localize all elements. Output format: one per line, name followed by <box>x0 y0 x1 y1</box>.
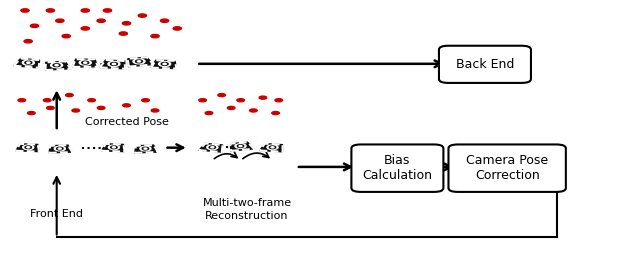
Circle shape <box>28 112 35 114</box>
Circle shape <box>65 94 73 97</box>
Circle shape <box>27 62 30 63</box>
Polygon shape <box>151 60 177 69</box>
Polygon shape <box>230 142 254 151</box>
Polygon shape <box>199 144 223 152</box>
Circle shape <box>159 62 171 66</box>
Circle shape <box>25 61 32 64</box>
Circle shape <box>237 99 244 102</box>
Circle shape <box>82 61 89 64</box>
Circle shape <box>207 145 218 150</box>
Polygon shape <box>134 145 158 153</box>
Circle shape <box>119 32 127 35</box>
Circle shape <box>239 145 242 147</box>
Circle shape <box>56 19 64 22</box>
Circle shape <box>56 147 63 150</box>
Polygon shape <box>100 60 125 69</box>
Circle shape <box>44 99 51 102</box>
Circle shape <box>88 99 95 102</box>
Polygon shape <box>49 145 72 153</box>
Circle shape <box>250 109 257 112</box>
Circle shape <box>138 61 141 62</box>
Circle shape <box>140 146 151 151</box>
Circle shape <box>259 96 267 99</box>
Circle shape <box>51 63 63 68</box>
Circle shape <box>81 27 90 30</box>
Polygon shape <box>16 144 39 152</box>
Circle shape <box>18 99 26 102</box>
Circle shape <box>136 60 143 63</box>
Circle shape <box>84 62 87 63</box>
Polygon shape <box>45 61 70 70</box>
Circle shape <box>55 65 58 66</box>
Circle shape <box>24 40 32 43</box>
Circle shape <box>142 147 148 150</box>
Circle shape <box>103 9 111 12</box>
Polygon shape <box>128 57 154 67</box>
Circle shape <box>173 27 181 30</box>
Circle shape <box>113 63 116 65</box>
Circle shape <box>271 147 274 148</box>
Circle shape <box>25 146 31 149</box>
Circle shape <box>161 19 169 22</box>
Circle shape <box>79 60 92 65</box>
Circle shape <box>111 63 117 65</box>
Circle shape <box>97 19 105 22</box>
Text: Front End: Front End <box>30 209 83 219</box>
Polygon shape <box>14 58 40 68</box>
Circle shape <box>211 147 214 148</box>
FancyBboxPatch shape <box>351 144 444 192</box>
Circle shape <box>58 148 61 149</box>
Circle shape <box>151 34 159 38</box>
Circle shape <box>27 147 29 148</box>
Circle shape <box>199 99 207 102</box>
Circle shape <box>218 94 225 97</box>
Polygon shape <box>101 144 125 152</box>
Circle shape <box>111 146 117 149</box>
Circle shape <box>123 104 131 107</box>
Circle shape <box>122 22 131 25</box>
Circle shape <box>138 14 147 17</box>
Circle shape <box>205 112 212 114</box>
Circle shape <box>141 99 149 102</box>
Circle shape <box>113 147 115 148</box>
Circle shape <box>275 99 283 102</box>
Circle shape <box>235 144 246 148</box>
Circle shape <box>227 106 235 110</box>
Circle shape <box>237 145 244 147</box>
Circle shape <box>53 64 60 67</box>
Circle shape <box>62 34 70 38</box>
Circle shape <box>97 106 105 110</box>
Circle shape <box>269 146 276 149</box>
Text: Corrected Pose: Corrected Pose <box>84 117 168 127</box>
FancyBboxPatch shape <box>449 144 566 192</box>
Circle shape <box>272 112 280 114</box>
Polygon shape <box>260 144 283 152</box>
Text: Multi-two-frame
Reconstruction: Multi-two-frame Reconstruction <box>202 198 292 221</box>
Circle shape <box>81 9 90 12</box>
Circle shape <box>72 109 79 112</box>
Circle shape <box>209 146 216 149</box>
Circle shape <box>144 148 147 149</box>
FancyBboxPatch shape <box>439 46 531 83</box>
Circle shape <box>161 63 168 65</box>
Circle shape <box>30 24 38 28</box>
Circle shape <box>54 146 65 151</box>
Circle shape <box>108 145 120 150</box>
Text: Bias
Calculation: Bias Calculation <box>362 154 433 182</box>
Circle shape <box>22 145 34 150</box>
Text: Back End: Back End <box>456 58 514 71</box>
Circle shape <box>163 63 166 64</box>
Circle shape <box>21 9 29 12</box>
Circle shape <box>151 109 159 112</box>
Circle shape <box>267 145 278 150</box>
Polygon shape <box>72 59 98 67</box>
Text: Camera Pose
Correction: Camera Pose Correction <box>466 154 548 182</box>
Circle shape <box>46 9 54 12</box>
Circle shape <box>22 60 35 65</box>
Circle shape <box>133 59 145 64</box>
Circle shape <box>47 106 54 110</box>
Circle shape <box>108 62 120 66</box>
